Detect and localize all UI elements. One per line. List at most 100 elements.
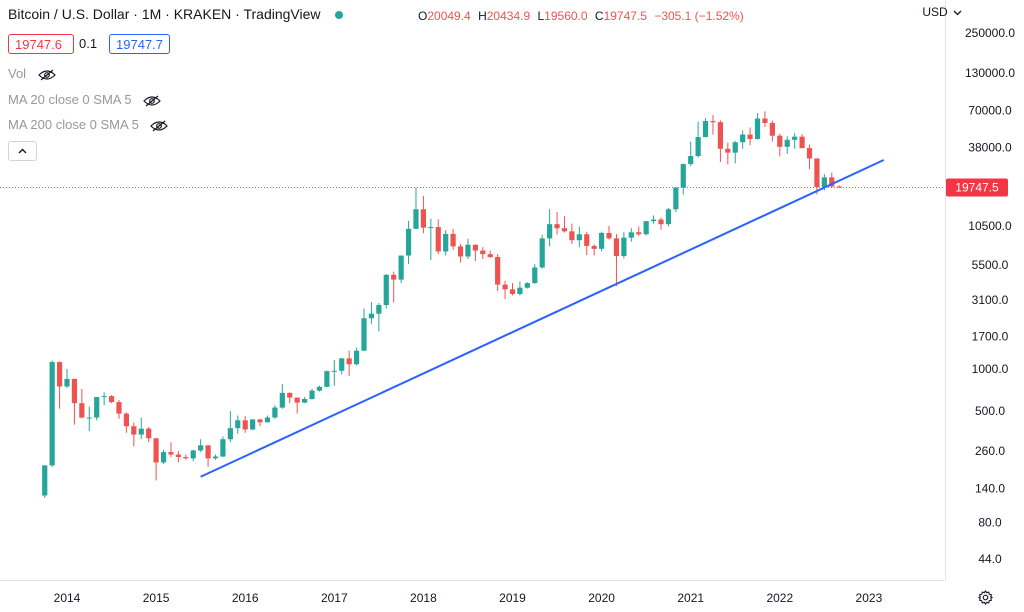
candle (227, 411, 233, 443)
candle-body (554, 224, 560, 229)
candle-body (621, 237, 627, 257)
candle-body (123, 413, 129, 427)
price-axis[interactable]: 250000.0 130000.0 70000.0 38000.0 10500.0 550… (965, 26, 1015, 566)
chevron-up-icon (18, 148, 27, 154)
candle (160, 449, 167, 464)
candle (49, 360, 55, 467)
indicator-vol[interactable]: Vol (8, 66, 56, 81)
time-axis[interactable]: 2014 2015 2016 2017 2018 2019 2020 2021 2022 2023 (54, 591, 883, 605)
candle-body (138, 428, 144, 435)
svg-text:19747.5: 19747.5 (955, 180, 999, 194)
candle-body (272, 407, 278, 418)
candle-body (49, 362, 55, 466)
candle-body (680, 164, 686, 188)
candle-body (316, 386, 323, 391)
candle (717, 120, 723, 163)
time-tick-label: 2014 (54, 591, 81, 605)
candle-body (279, 392, 285, 408)
candle (250, 418, 256, 431)
candle-body (688, 156, 694, 165)
gear-icon[interactable] (977, 589, 994, 606)
candle (339, 357, 345, 375)
candle-body (294, 397, 300, 403)
sell-price-button[interactable]: 19747.6 (8, 34, 74, 54)
candle (138, 417, 144, 440)
eye-hidden-icon[interactable] (143, 95, 162, 107)
candle (561, 216, 568, 233)
time-tick-label: 2022 (766, 591, 793, 605)
candle-body (762, 118, 768, 123)
indicator-ma200[interactable]: MA 200 close 0 SMA 5 (8, 117, 169, 132)
candle-body (695, 137, 701, 157)
candle-body (539, 238, 545, 268)
candle (272, 405, 278, 419)
candle-body (584, 234, 590, 246)
candle (569, 223, 575, 244)
candle-body (472, 244, 478, 251)
eye-hidden-icon[interactable] (37, 69, 56, 81)
candle-body (368, 313, 375, 319)
candle-body (532, 267, 538, 284)
candle-body (799, 136, 805, 149)
candle-body (643, 221, 649, 235)
currency-selector[interactable]: USD (922, 5, 962, 19)
candle (777, 133, 783, 157)
price-tick-label: 260.0 (975, 444, 1005, 458)
candle-body (257, 419, 263, 423)
candle-body (613, 238, 620, 257)
trendline[interactable] (200, 159, 885, 478)
candle (123, 412, 129, 433)
candle (517, 281, 523, 296)
candle-body (183, 457, 189, 459)
candle (242, 416, 248, 433)
candle-body (235, 420, 241, 429)
spread-value: 0.1 (79, 36, 98, 51)
candle-body (487, 254, 493, 257)
price-tick-label: 44.0 (978, 552, 1002, 566)
candle-body (658, 219, 664, 225)
indicator-label: MA 200 close 0 SMA 5 (8, 117, 139, 132)
change-value: −305.1 (−1.52%) (654, 9, 744, 23)
high-key: H (478, 9, 487, 23)
candle-body (101, 396, 107, 398)
candle (836, 185, 842, 189)
candle (465, 238, 471, 259)
candle (42, 465, 48, 498)
candle-body (821, 177, 827, 187)
symbol-title: Bitcoin / U.S. Dollar · 1M · KRAKEN · Tr… (8, 6, 321, 22)
candle-body (710, 121, 716, 123)
indicator-ma20[interactable]: MA 20 close 0 SMA 5 (8, 92, 162, 107)
candle (391, 271, 397, 303)
symbol-legend[interactable]: Bitcoin / U.S. Dollar · 1M · KRAKEN · Tr… (8, 6, 355, 22)
candle-body (465, 244, 471, 257)
indicator-label: MA 20 close 0 SMA 5 (8, 92, 132, 107)
candle (279, 384, 285, 409)
candle-body (79, 403, 85, 418)
price-tick-label: 140.0 (975, 482, 1005, 496)
time-tick-label: 2021 (677, 591, 704, 605)
low-value: 19560.0 (544, 9, 588, 23)
time-tick-label: 2015 (143, 591, 170, 605)
collapse-legend-button[interactable] (8, 141, 37, 161)
candle-body (376, 305, 382, 314)
candle-body (250, 419, 256, 430)
candle-body (665, 209, 672, 225)
candle (64, 368, 70, 389)
current-price-label: 19747.5 (946, 178, 1008, 197)
candle (769, 120, 775, 142)
candle-body (673, 187, 679, 210)
eye-hidden-icon[interactable] (150, 120, 169, 132)
candle-body (168, 452, 174, 455)
candle-body (769, 122, 775, 136)
close-key: C (594, 9, 604, 23)
candle-body (108, 396, 115, 403)
candle (762, 111, 768, 128)
candle (405, 220, 412, 265)
buy-price-button[interactable]: 19747.7 (109, 34, 170, 54)
candle (79, 388, 85, 419)
ohlc-values: O20049.4 H20434.9 L19560.0 C19747.5 −305… (418, 9, 748, 23)
open-value: 20049.4 (427, 9, 471, 23)
candle (532, 264, 538, 284)
candle-body (576, 234, 582, 241)
